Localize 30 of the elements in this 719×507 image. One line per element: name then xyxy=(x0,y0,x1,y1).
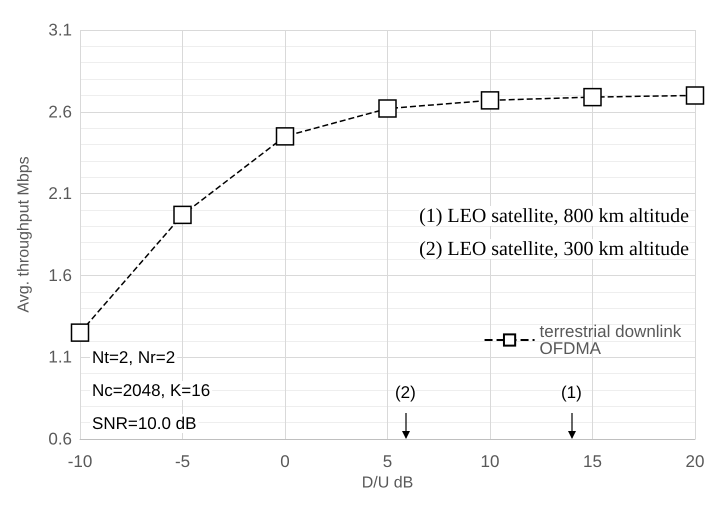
point xyxy=(70,323,90,342)
point xyxy=(276,127,294,146)
x-axis-title: D/U dB xyxy=(362,474,414,492)
y-tick-label: 3.1 xyxy=(48,20,72,40)
annotation: SNR=10.0 dB xyxy=(92,414,196,433)
y-tick-label: 1.6 xyxy=(48,266,72,285)
x-tick-label: 15 xyxy=(583,452,602,471)
y-tick-label: 2.6 xyxy=(48,102,72,122)
annotation: (1) LEO satellite, 800 km altitude xyxy=(419,205,690,227)
x-tick-label: -5 xyxy=(174,452,190,471)
x-tick-label: 0 xyxy=(280,452,290,471)
point xyxy=(583,88,602,106)
y-tick-label: 1.1 xyxy=(48,348,72,367)
y-tick-label: 2.1 xyxy=(48,184,72,204)
annotation: (1) xyxy=(561,383,582,402)
x-tick-label: 20 xyxy=(686,452,704,471)
y-tick-label: 0.6 xyxy=(48,430,72,448)
x-tick-label: 5 xyxy=(382,452,392,471)
point xyxy=(686,86,704,105)
y-axis-title: Avg. throughput Mbps xyxy=(16,156,32,313)
x-tick-label: -10 xyxy=(68,452,92,471)
point xyxy=(378,99,397,118)
annotation: (2) LEO satellite, 300 km altitude xyxy=(419,238,690,260)
annotation: Nc=2048, K=16 xyxy=(92,381,210,400)
annotation: Nt=2, Nr=2 xyxy=(92,348,176,367)
x-tick-label: 10 xyxy=(480,452,500,471)
point xyxy=(173,206,192,224)
point xyxy=(480,91,500,110)
legend-label: terrestrial downlink OFDMA xyxy=(540,322,686,358)
annotation: (2) xyxy=(395,383,416,402)
